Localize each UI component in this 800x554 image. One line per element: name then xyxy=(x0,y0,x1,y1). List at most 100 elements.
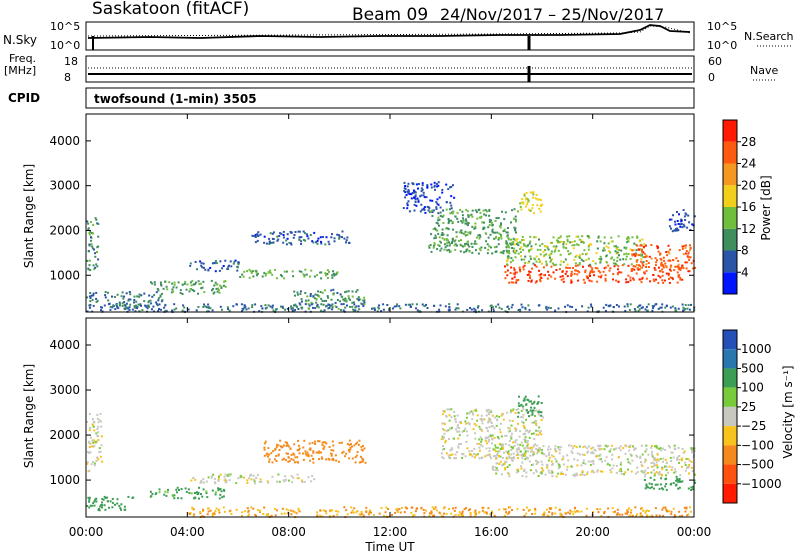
backscatter-cell xyxy=(683,450,686,453)
backscatter-cell xyxy=(165,285,168,288)
backscatter-cell xyxy=(88,498,91,501)
backscatter-cell xyxy=(609,448,612,451)
backscatter-cell xyxy=(442,413,445,416)
backscatter-cell xyxy=(235,482,238,485)
backscatter-cell xyxy=(421,303,424,306)
backscatter-cell xyxy=(629,462,632,465)
backscatter-cell xyxy=(117,307,120,310)
backscatter-cell xyxy=(157,299,160,302)
backscatter-cell xyxy=(547,248,550,251)
backscatter-cell xyxy=(432,515,434,518)
backscatter-cell xyxy=(665,508,668,511)
backscatter-cell xyxy=(591,450,594,453)
backscatter-cell xyxy=(240,303,243,306)
backscatter-cell xyxy=(587,248,590,251)
backscatter-cell xyxy=(641,238,644,241)
backscatter-cell xyxy=(443,410,446,413)
backscatter-cell xyxy=(526,203,529,206)
backscatter-cell xyxy=(640,281,643,284)
backscatter-cell xyxy=(269,271,272,274)
backscatter-cell xyxy=(93,462,96,465)
backscatter-cell xyxy=(587,245,590,248)
backscatter-cell xyxy=(153,294,156,297)
backscatter-cell xyxy=(584,445,587,448)
backscatter-cell xyxy=(626,241,629,244)
backscatter-cell xyxy=(353,444,356,447)
backscatter-cell xyxy=(173,308,176,311)
backscatter-cell xyxy=(571,244,574,247)
backscatter-cell xyxy=(317,237,320,240)
backscatter-cell xyxy=(489,409,492,412)
backscatter-cell xyxy=(95,460,98,462)
backscatter-cell xyxy=(290,305,293,308)
backscatter-cell xyxy=(485,414,488,417)
backscatter-cell xyxy=(532,453,535,456)
backscatter-cell xyxy=(665,482,668,485)
backscatter-cell xyxy=(457,446,460,449)
backscatter-cell xyxy=(415,307,417,310)
backscatter-cell xyxy=(462,217,464,220)
backscatter-cell xyxy=(173,303,176,306)
backscatter-cell xyxy=(575,254,578,257)
backscatter-cell xyxy=(676,211,678,213)
backscatter-cell xyxy=(593,448,596,451)
backscatter-cell xyxy=(486,252,489,255)
backscatter-cell xyxy=(611,453,614,456)
backscatter-cell xyxy=(294,303,297,306)
backscatter-cell xyxy=(581,470,584,473)
cpid-panel: CPID twofsound (1-min) 3505 xyxy=(8,87,695,109)
backscatter-cell xyxy=(241,515,243,517)
backscatter-cell xyxy=(678,486,681,489)
backscatter-cell xyxy=(683,506,686,509)
backscatter-cell xyxy=(533,406,536,409)
backscatter-cell xyxy=(498,225,501,228)
backscatter-cell xyxy=(448,244,451,247)
backscatter-cell xyxy=(604,444,607,447)
backscatter-cell xyxy=(689,247,692,250)
backscatter-cell xyxy=(364,461,367,464)
colorbar-tick-label: 20 xyxy=(741,178,756,192)
backscatter-cell xyxy=(521,235,524,238)
backscatter-cell xyxy=(450,408,453,411)
backscatter-cell xyxy=(293,304,296,307)
backscatter-cell xyxy=(505,246,508,249)
backscatter-cell xyxy=(657,274,660,277)
backscatter-cell xyxy=(554,247,557,250)
backscatter-cell xyxy=(519,268,521,271)
backscatter-cell xyxy=(362,514,365,517)
backscatter-cell xyxy=(508,444,511,447)
backscatter-cell xyxy=(496,454,499,456)
backscatter-cell xyxy=(512,408,515,411)
backscatter-cell xyxy=(212,292,215,295)
backscatter-cell xyxy=(503,514,506,517)
backscatter-cell xyxy=(511,459,513,461)
backscatter-cell xyxy=(521,461,524,464)
backscatter-cell xyxy=(527,509,530,512)
backscatter-cell xyxy=(669,266,672,269)
backscatter-cell xyxy=(478,446,481,449)
backscatter-cell xyxy=(118,301,121,304)
backscatter-cell xyxy=(535,470,538,473)
backscatter-cell xyxy=(223,280,226,283)
backscatter-cell xyxy=(489,418,492,421)
backscatter-cell xyxy=(537,449,540,452)
backscatter-cell xyxy=(623,246,626,249)
backscatter-cell xyxy=(272,231,275,234)
backscatter-cell xyxy=(606,445,608,448)
backscatter-cell xyxy=(467,214,470,217)
backscatter-cell xyxy=(491,425,494,428)
backscatter-cell xyxy=(523,244,526,247)
backscatter-cell xyxy=(461,210,464,213)
backscatter-cell xyxy=(111,306,114,309)
backscatter-cell xyxy=(406,202,409,205)
backscatter-cell xyxy=(610,236,613,239)
backscatter-cell xyxy=(384,511,387,514)
backscatter-cell xyxy=(641,470,644,473)
backscatter-cell xyxy=(304,450,307,453)
backscatter-cell xyxy=(296,449,299,452)
backscatter-cell xyxy=(530,280,533,283)
backscatter-cell xyxy=(635,249,638,252)
backscatter-cell xyxy=(665,305,668,307)
backscatter-cell xyxy=(520,454,523,457)
backscatter-cell xyxy=(658,514,661,517)
